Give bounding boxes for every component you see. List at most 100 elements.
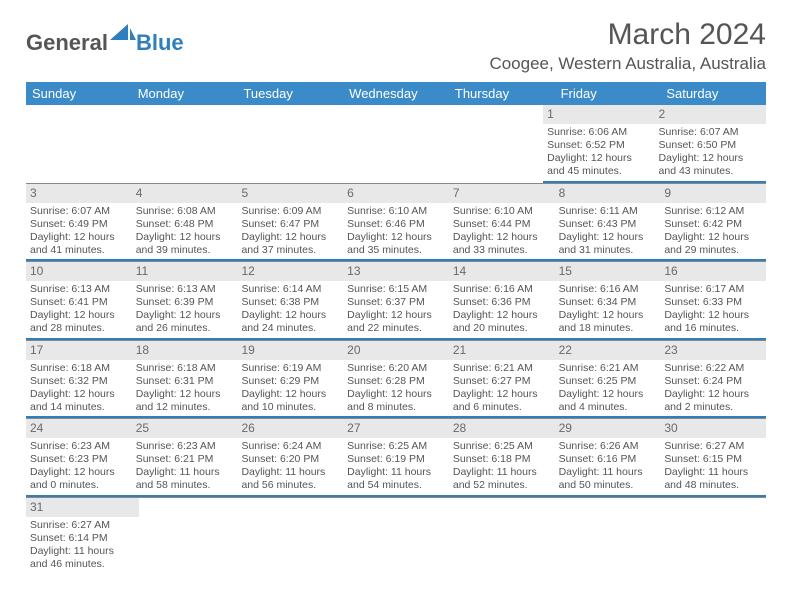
day-detail: Sunset: 6:19 PM	[347, 453, 445, 466]
day-detail: and 56 minutes.	[241, 479, 339, 492]
cell-accent	[555, 259, 661, 261]
day-detail: Sunrise: 6:23 AM	[136, 440, 234, 453]
day-detail: Sunrise: 6:18 AM	[30, 362, 128, 375]
day-detail: and 6 minutes.	[453, 401, 551, 414]
cell-accent	[132, 338, 238, 340]
day-cell: 11Sunrise: 6:13 AMSunset: 6:39 PMDayligh…	[132, 262, 238, 340]
day-detail: Daylight: 11 hours	[136, 466, 234, 479]
day-number: 31	[26, 498, 139, 517]
day-cell: 18 Sunrise: 6:18 AMSunset: 6:31 PMDayligh…	[132, 341, 238, 419]
day-detail: Daylight: 12 hours	[347, 309, 445, 322]
day-cell: 15Sunrise: 6:16 AMSunset: 6:34 PMDayligh…	[555, 262, 661, 340]
day-detail: Daylight: 12 hours	[664, 309, 762, 322]
dow-cell: Thursday	[449, 82, 555, 105]
day-cell: 3Sunrise: 6:07 AMSunset: 6:49 PMDaylight…	[26, 184, 132, 262]
cell-accent	[555, 416, 661, 418]
day-detail: and 18 minutes.	[559, 322, 657, 335]
day-number: 28	[449, 419, 555, 438]
day-number: 2	[655, 105, 766, 124]
day-detail: Sunrise: 6:06 AM	[547, 126, 650, 139]
day-detail: Sunrise: 6:27 AM	[664, 440, 762, 453]
day-detail: Daylight: 12 hours	[664, 388, 762, 401]
empty-cell	[452, 498, 557, 576]
day-detail: Sunset: 6:50 PM	[659, 139, 762, 152]
day-cell: 14Sunrise: 6:16 AMSunset: 6:36 PMDayligh…	[449, 262, 555, 340]
day-cell: 2 Sunrise: 6:07 AMSunset: 6:50 PMDaylight…	[655, 105, 766, 183]
day-cell: 6Sunrise: 6:10 AMSunset: 6:46 PMDaylight…	[343, 184, 449, 262]
day-detail: Sunset: 6:43 PM	[559, 218, 657, 231]
day-detail: Daylight: 11 hours	[241, 466, 339, 479]
cell-accent	[26, 338, 132, 340]
day-number: 27	[343, 419, 449, 438]
day-cell: 16Sunrise: 6:17 AMSunset: 6:33 PMDayligh…	[660, 262, 766, 340]
week-row: 3 Sunrise: 6:07 AMSunset: 6:49 PM Daylight…	[26, 184, 766, 263]
day-number: 29	[555, 419, 661, 438]
logo-text-general: General	[26, 30, 108, 56]
week-row: 10Sunrise: 6:13 AMSunset: 6:41 PMDayligh…	[26, 262, 766, 341]
day-detail: Sunrise: 6:17 AM	[664, 283, 762, 296]
empty-cell	[233, 105, 336, 183]
day-detail: Sunset: 6:44 PM	[453, 218, 551, 231]
day-detail: Daylight: 12 hours	[30, 466, 128, 479]
day-detail: and 10 minutes.	[241, 401, 339, 414]
day-detail: Daylight: 12 hours	[241, 388, 339, 401]
day-number: 19	[237, 341, 343, 360]
day-detail: Sunrise: 6:07 AM	[30, 205, 128, 218]
day-detail: Sunset: 6:31 PM	[136, 375, 234, 388]
day-detail: Daylight: 12 hours	[136, 231, 234, 244]
day-detail: Daylight: 12 hours	[136, 388, 234, 401]
day-number: 14	[449, 262, 555, 281]
empty-cell	[336, 105, 439, 183]
day-detail: Sunset: 6:47 PM	[241, 218, 339, 231]
day-detail: Sunset: 6:34 PM	[559, 296, 657, 309]
cell-accent	[343, 416, 449, 418]
day-detail: Sunset: 6:49 PM	[30, 218, 128, 231]
day-detail: Sunset: 6:14 PM	[30, 532, 135, 545]
day-detail: Sunset: 6:25 PM	[559, 375, 657, 388]
cell-accent	[449, 495, 555, 497]
day-cell: 30Sunrise: 6:27 AMSunset: 6:15 PMDayligh…	[660, 419, 766, 497]
day-detail: Daylight: 12 hours	[659, 152, 762, 165]
empty-cell	[139, 498, 244, 576]
day-detail: Sunset: 6:36 PM	[453, 296, 551, 309]
day-number: 18	[132, 341, 238, 360]
day-detail: Sunrise: 6:19 AM	[241, 362, 339, 375]
day-detail: Sunrise: 6:08 AM	[136, 205, 234, 218]
day-cell: 13Sunrise: 6:15 AMSunset: 6:37 PMDayligh…	[343, 262, 449, 340]
day-number: 10	[26, 262, 132, 281]
day-detail: Sunrise: 6:18 AM	[136, 362, 234, 375]
day-detail: Daylight: 12 hours	[30, 388, 128, 401]
cell-accent	[555, 495, 661, 497]
dow-cell: Monday	[132, 82, 238, 105]
day-detail: Sunset: 6:38 PM	[241, 296, 339, 309]
day-cell: 22Sunrise: 6:21 AMSunset: 6:25 PMDayligh…	[555, 341, 661, 419]
day-detail: and 43 minutes.	[659, 165, 762, 178]
empty-cell	[243, 498, 348, 576]
day-detail: Sunset: 6:16 PM	[559, 453, 657, 466]
day-of-week-header: SundayMondayTuesdayWednesdayThursdayFrid…	[26, 82, 766, 105]
cell-accent	[343, 495, 449, 497]
day-detail: Sunrise: 6:07 AM	[659, 126, 762, 139]
calendar: SundayMondayTuesdayWednesdayThursdayFrid…	[26, 82, 766, 575]
logo-text-blue: Blue	[136, 30, 184, 56]
day-detail: and 12 minutes.	[136, 401, 234, 414]
logo: General Blue	[26, 24, 184, 61]
week-row: 31Sunrise: 6:27 AMSunset: 6:14 PMDayligh…	[26, 498, 766, 576]
day-cell: 24Sunrise: 6:23 AMSunset: 6:23 PMDayligh…	[26, 419, 132, 497]
day-cell: 26Sunrise: 6:24 AMSunset: 6:20 PMDayligh…	[237, 419, 343, 497]
day-number: 24	[26, 419, 132, 438]
day-detail: Sunrise: 6:26 AM	[559, 440, 657, 453]
day-detail: Sunrise: 6:15 AM	[347, 283, 445, 296]
day-number: 13	[343, 262, 449, 281]
day-detail: Sunrise: 6:21 AM	[559, 362, 657, 375]
day-number: 7	[449, 184, 555, 203]
day-detail: Daylight: 12 hours	[559, 231, 657, 244]
day-number: 25	[132, 419, 238, 438]
day-detail: Sunrise: 6:22 AM	[664, 362, 762, 375]
day-number: 22	[555, 341, 661, 360]
day-number: 3	[26, 184, 132, 203]
cell-accent	[655, 181, 766, 183]
day-detail: and 0 minutes.	[30, 479, 128, 492]
day-cell: 8Sunrise: 6:11 AMSunset: 6:43 PMDaylight…	[555, 184, 661, 262]
day-detail: Sunset: 6:46 PM	[347, 218, 445, 231]
